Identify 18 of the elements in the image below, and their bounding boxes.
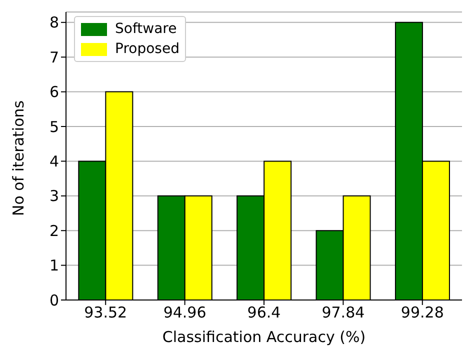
y-tick-label: 5 <box>49 118 59 136</box>
x-tick-label: 93.52 <box>84 304 128 322</box>
y-tick-label: 3 <box>49 187 59 206</box>
y-tick-label: 6 <box>49 83 59 102</box>
legend-label: Proposed <box>115 40 180 59</box>
x-tick-label: 97.84 <box>322 304 365 322</box>
y-tick-label: 2 <box>49 222 59 240</box>
x-tick-label: 99.28 <box>400 304 444 322</box>
legend-label: Software <box>115 20 177 39</box>
x-tick-label: 96.4 <box>247 304 281 322</box>
x-tick-label: 94.96 <box>163 304 206 322</box>
x-axis-title: Classification Accuracy (%) <box>162 328 366 346</box>
y-tick-label: 8 <box>49 14 59 32</box>
y-tick-label: 7 <box>49 48 59 66</box>
y-tick-label: 4 <box>49 152 59 171</box>
y-axis-title: No of iterations <box>9 100 28 216</box>
y-tick-label: 0 <box>49 291 59 310</box>
y-tick-label: 1 <box>49 256 59 275</box>
